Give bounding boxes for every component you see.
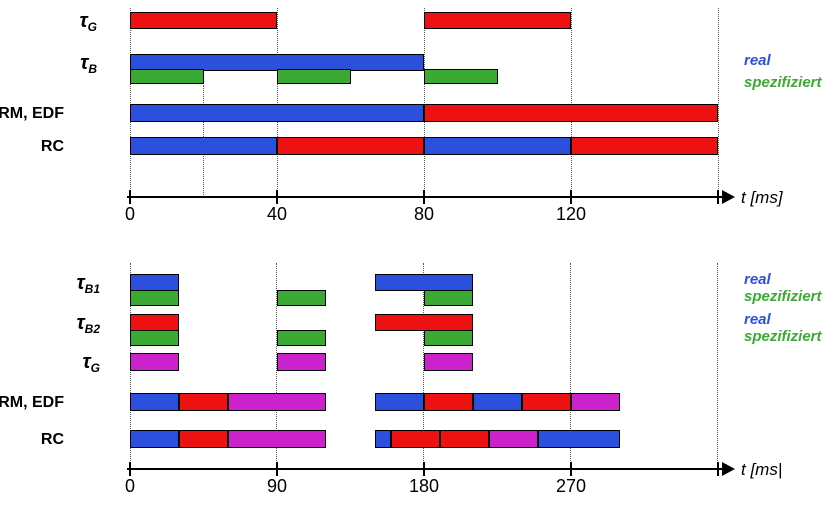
bar-spezifiziert-green: [276, 330, 326, 346]
bar-blue: [538, 430, 620, 448]
axis-tick: [129, 190, 131, 204]
axis-unit-label: t [ms]: [741, 188, 783, 207]
tick-label: 270: [555, 476, 586, 496]
tau-symbol: τ: [76, 272, 85, 294]
bar-blue: [130, 137, 277, 155]
tau-subscript: G: [87, 20, 97, 34]
axis-tick: [716, 462, 719, 476]
bar-blue: [374, 430, 392, 448]
row-label-tau-B: τB: [0, 53, 97, 79]
tick-label: 40: [266, 204, 288, 224]
bar-red: [277, 137, 424, 155]
bar-magenta: [227, 430, 326, 448]
gridline: [570, 263, 572, 469]
legend-spezifiziert: spezifiziert: [744, 328, 822, 345]
axis-tick: [569, 462, 572, 476]
bar-blue: [472, 393, 522, 411]
bar-red: [178, 430, 228, 448]
bar-blue: [130, 430, 179, 448]
bar-red: [521, 393, 571, 411]
legend-real: real: [744, 52, 771, 69]
bar-blue: [130, 393, 179, 411]
bar-real-blue: [130, 274, 179, 291]
tick-label: 0: [124, 204, 135, 224]
axis-tick: [276, 190, 278, 204]
time-axis: [127, 196, 723, 198]
tau-subscript: B: [88, 62, 97, 76]
axis-tick: [423, 190, 425, 204]
bar-red: [391, 430, 441, 448]
bar-spezifiziert-green: [130, 330, 179, 346]
legend-real: real: [744, 271, 771, 288]
tick-label: 180: [408, 476, 439, 496]
bar-spezifiziert-green: [130, 69, 204, 84]
row-label-tau-B1: τB1: [0, 273, 100, 299]
row-label-tau-G: τG: [0, 11, 97, 37]
bar-spezifiziert-green: [276, 290, 326, 306]
tau-symbol: τ: [82, 351, 91, 373]
tick-label: 80: [413, 204, 435, 224]
bar-magenta: [570, 393, 620, 411]
legend-spezifiziert: spezifiziert: [744, 288, 822, 305]
bar-real-red: [374, 314, 473, 331]
axis-tick: [570, 190, 572, 204]
bar-magenta: [489, 430, 539, 448]
bar-red: [440, 430, 490, 448]
bar-red: [424, 104, 718, 122]
tick-label: 120: [555, 204, 587, 224]
gridline: [717, 8, 719, 197]
row-label-tau-B2: τB2: [0, 313, 100, 339]
bar-magenta: [227, 393, 326, 411]
bar-real-red: [130, 314, 179, 331]
gridline: [276, 8, 278, 197]
legend-spezifiziert: spezifiziert: [744, 74, 822, 91]
time-axis: [127, 468, 723, 470]
bar-magenta: [423, 353, 473, 371]
bar-red: [571, 137, 718, 155]
row-label-rc: RC: [40, 138, 64, 155]
row-label-rc-2: RC: [40, 431, 64, 448]
bar-magenta: [130, 353, 179, 371]
bar-red: [178, 393, 228, 411]
gridline: [423, 8, 425, 197]
bar-red: [424, 12, 571, 29]
bar-spezifiziert-green: [130, 290, 179, 306]
tau-subscript: G: [90, 361, 100, 375]
tau-symbol: τ: [80, 52, 89, 74]
tau-subscript: B1: [84, 282, 100, 296]
axis-tick: [717, 190, 719, 204]
gridline: [129, 8, 131, 197]
axis-tick: [422, 462, 425, 476]
bar-blue: [130, 104, 424, 122]
bar-real-blue: [374, 274, 473, 291]
tau-symbol: τ: [79, 10, 88, 32]
tick-label: 0: [124, 476, 135, 496]
bar-spezifiziert-green: [277, 69, 351, 84]
axis-arrowhead-icon: [722, 462, 735, 476]
bar-magenta: [276, 353, 326, 371]
row-label-rm-edf-2: RM, EDF: [0, 394, 64, 411]
row-label-tau-G2: τG: [0, 352, 100, 378]
bar-spezifiziert-green: [424, 69, 498, 84]
tau-symbol: τ: [76, 312, 85, 334]
row-label-rm-edf: RM, EDF: [0, 105, 64, 122]
tick-label: 90: [266, 476, 287, 496]
axis-unit-label: t [ms|: [741, 460, 783, 479]
bar-spezifiziert-green: [423, 290, 473, 306]
axis-tick: [129, 462, 131, 476]
gridline: [570, 8, 572, 197]
legend-real: real: [744, 311, 771, 328]
axis-tick: [275, 462, 278, 476]
bar-red: [423, 393, 473, 411]
bar-blue: [374, 393, 424, 411]
tau-subscript: B2: [84, 322, 100, 336]
bar-blue: [424, 137, 571, 155]
gridline: [717, 263, 719, 469]
bar-spezifiziert-green: [423, 330, 473, 346]
bar-red: [130, 12, 277, 29]
axis-arrowhead-icon: [722, 190, 735, 204]
